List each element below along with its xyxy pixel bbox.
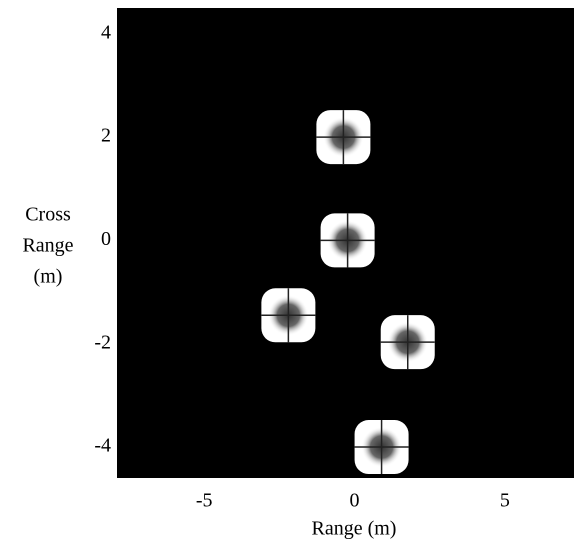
target [354,420,409,475]
x-tick-label: 5 [500,490,510,512]
y-tick-label: -2 [94,331,111,353]
y-tick-label: 0 [101,228,111,250]
x-tick-label: 0 [350,490,360,512]
target [380,315,435,370]
y-axis-label: Range [22,235,73,257]
y-axis-label: (m) [34,266,63,288]
x-axis-label: Range (m) [312,518,397,540]
y-axis-label: Cross [25,204,71,226]
x-tick-label: -5 [196,490,213,512]
y-tick-label: 2 [101,125,111,147]
target [261,288,316,343]
y-tick-label: -4 [94,435,111,457]
target [316,110,371,165]
y-tick-label: 4 [101,21,111,43]
target [320,213,375,268]
